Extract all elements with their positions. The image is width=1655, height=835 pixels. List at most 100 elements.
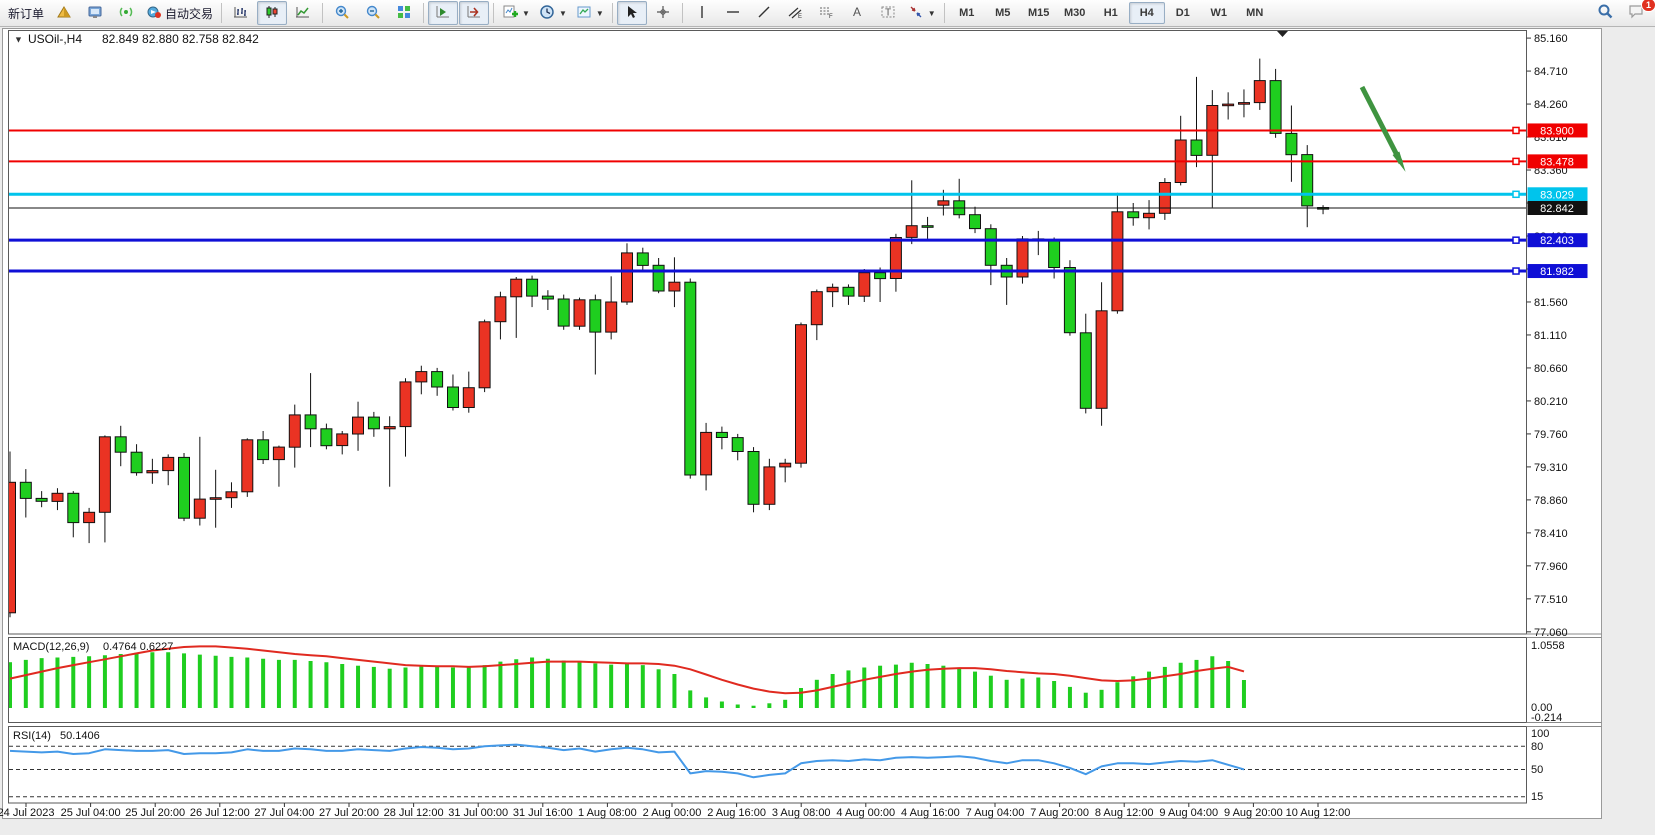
time-tick-label: 10 Aug 12:00 bbox=[1286, 807, 1351, 819]
time-tick-label: 2 Aug 00:00 bbox=[643, 807, 702, 819]
line-chart-type-button[interactable] bbox=[288, 1, 318, 25]
time-tick-label: 2 Aug 16:00 bbox=[707, 807, 766, 819]
timeframe-group: M1 M5 M15 M30 H1 H4 D1 W1 MN bbox=[949, 2, 1273, 24]
text-label-icon: T bbox=[880, 4, 896, 23]
hline-handle[interactable] bbox=[1512, 236, 1520, 244]
zoom-in-button[interactable] bbox=[327, 1, 357, 25]
hline-handle[interactable] bbox=[1512, 190, 1520, 199]
hline-handle[interactable] bbox=[1512, 126, 1520, 135]
add-indicator-icon bbox=[502, 4, 519, 23]
text-tool-button[interactable]: A bbox=[842, 1, 872, 25]
timeframe-d1-button[interactable]: D1 bbox=[1175, 7, 1190, 19]
candle-bull bbox=[573, 299, 586, 327]
add-indicator-button[interactable]: ▼ bbox=[498, 1, 534, 25]
bar-chart-type-button[interactable] bbox=[226, 1, 256, 25]
timeframe-h4-button[interactable]: H4 bbox=[1128, 2, 1165, 24]
vertical-line-tool-button[interactable] bbox=[687, 1, 717, 25]
notifications-button[interactable]: 1 bbox=[1621, 0, 1655, 25]
price-tick-label: 84.710 bbox=[1534, 66, 1568, 78]
time-tick-label: 4 Aug 00:00 bbox=[836, 807, 895, 819]
candle-bear bbox=[1048, 239, 1061, 268]
macd-layer bbox=[9, 645, 1246, 708]
arrow-annotation[interactable] bbox=[1359, 85, 1406, 172]
auto-trading-button[interactable]: 自动交易 bbox=[142, 1, 217, 25]
chart-shift-button[interactable] bbox=[459, 1, 490, 25]
hline-handle[interactable] bbox=[1512, 267, 1520, 275]
profile-button[interactable] bbox=[49, 1, 79, 25]
chart-menu-arrow-icon[interactable]: ▼ bbox=[14, 35, 23, 45]
chart-shift-marker-icon[interactable] bbox=[1277, 31, 1288, 37]
candle-bull bbox=[700, 431, 713, 476]
time-tick-label: 31 Jul 16:00 bbox=[513, 807, 573, 819]
candle-bear bbox=[367, 416, 380, 430]
fibonacci-tool-button[interactable]: F bbox=[811, 1, 841, 25]
zoom-out-button[interactable] bbox=[358, 1, 388, 25]
timeframe-m1-button[interactable]: M1 bbox=[959, 7, 975, 19]
price-tick-label: 81.560 bbox=[1534, 297, 1568, 309]
crosshair-button[interactable] bbox=[648, 1, 678, 25]
macd-scale-max: 1.0558 bbox=[1531, 640, 1565, 652]
candle-bull bbox=[478, 321, 491, 389]
timeframe-h1-button[interactable]: H1 bbox=[1103, 7, 1118, 19]
candle-bull bbox=[905, 225, 918, 238]
chart-title-symbol: USOil-,H4 bbox=[28, 32, 82, 46]
time-tick-label: 1 Aug 08:00 bbox=[578, 807, 637, 819]
price-tick-label: 78.860 bbox=[1534, 495, 1568, 507]
dropdown-caret-icon: ▼ bbox=[558, 8, 567, 18]
time-axis[interactable]: 24 Jul 2023 25 Jul 04:00 25 Jul 20:00 26 Ju… bbox=[0, 803, 1350, 819]
candle-bull bbox=[162, 456, 175, 472]
timeframe-m15-button[interactable]: M15 bbox=[1028, 7, 1050, 19]
candle-bull bbox=[383, 426, 396, 430]
price-tick-label: 84.260 bbox=[1534, 99, 1568, 111]
time-tick-label: 4 Aug 16:00 bbox=[901, 807, 960, 819]
candle-bull bbox=[779, 462, 792, 468]
price-tick-label: 81.110 bbox=[1534, 330, 1567, 342]
text-label-tool-button[interactable]: T bbox=[873, 1, 903, 25]
tile-windows-icon bbox=[396, 4, 412, 23]
candle-bull bbox=[83, 511, 96, 524]
cursor-button[interactable] bbox=[616, 1, 647, 25]
candle-bear bbox=[304, 414, 317, 430]
svg-text:A: A bbox=[853, 5, 861, 19]
candle-bull bbox=[668, 281, 681, 292]
arrow-shaft[interactable] bbox=[1359, 85, 1404, 165]
tile-windows-button[interactable] bbox=[389, 1, 419, 25]
price-tick-label: 77.960 bbox=[1534, 561, 1568, 573]
search-button[interactable] bbox=[1590, 1, 1620, 25]
signals-button[interactable] bbox=[111, 1, 141, 25]
auto-scroll-button[interactable] bbox=[428, 1, 459, 25]
vertical-line-icon bbox=[694, 4, 710, 23]
profile-pyramid-icon bbox=[56, 4, 72, 23]
new-order-button[interactable]: 新订单 bbox=[4, 1, 48, 25]
candle-bull bbox=[98, 436, 111, 513]
horizontal-line-tool-button[interactable] bbox=[718, 1, 748, 25]
price-tick-label: 80.210 bbox=[1534, 396, 1568, 408]
trendline-tool-button[interactable] bbox=[749, 1, 779, 25]
equidistant-channel-button[interactable]: E bbox=[780, 1, 810, 25]
text-icon: A bbox=[849, 4, 865, 23]
timeframe-m30-button[interactable]: M30 bbox=[1064, 7, 1086, 19]
market-watch-button[interactable] bbox=[80, 1, 110, 25]
candle-bull bbox=[1222, 103, 1235, 107]
periods-button[interactable]: ▼ bbox=[535, 1, 571, 25]
arrow-head-icon[interactable] bbox=[1392, 151, 1406, 172]
cursor-icon bbox=[624, 4, 640, 23]
toolbar-separator bbox=[221, 3, 223, 23]
main-toolbar: 新订单 自动交易 ▼ ▼ ▼ E F A T ▼ M1 M5 M15 M30 H1 H4 D… bbox=[0, 0, 1655, 27]
candle-bull bbox=[937, 200, 950, 206]
candle-bull bbox=[9, 481, 16, 614]
rsi-scale-80: 80 bbox=[1531, 741, 1543, 753]
candlestick-chart-type-button[interactable] bbox=[257, 1, 288, 25]
hline-handle[interactable] bbox=[1512, 157, 1520, 166]
arrows-tool-button[interactable]: ▼ bbox=[904, 1, 940, 25]
auto-scroll-icon bbox=[435, 4, 451, 23]
candle-bull bbox=[858, 272, 871, 297]
timeframe-m5-button[interactable]: M5 bbox=[995, 7, 1011, 19]
candle-bull bbox=[193, 498, 206, 519]
timeframe-w1-button[interactable]: W1 bbox=[1210, 7, 1227, 19]
macd-label: MACD(12,26,9) bbox=[13, 641, 89, 653]
templates-button[interactable]: ▼ bbox=[572, 1, 608, 25]
zoom-out-icon bbox=[365, 4, 381, 23]
candle-bull bbox=[288, 414, 301, 448]
timeframe-mn-button[interactable]: MN bbox=[1246, 7, 1264, 19]
